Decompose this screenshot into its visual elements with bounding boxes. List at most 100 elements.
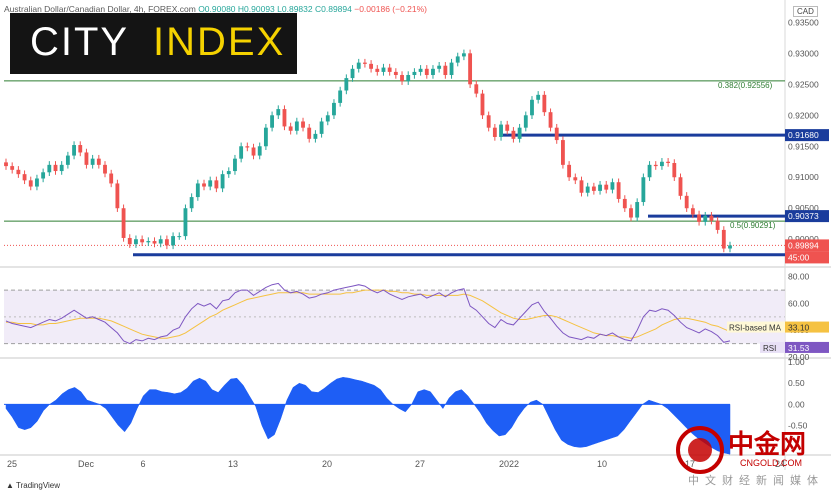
candle-body [530, 99, 534, 116]
candle-body [152, 241, 157, 244]
time-tick-label: 13 [228, 459, 238, 469]
candle-body [629, 208, 633, 218]
candle-body [220, 174, 225, 189]
candle-body [276, 109, 281, 116]
rsi-ma-tag: 33.10 [788, 323, 810, 333]
candle-body [468, 53, 473, 85]
rsi-panel: RSI-based MA RSI [4, 282, 785, 353]
candle-body [461, 53, 466, 57]
candle-body [375, 68, 380, 72]
candle-body [369, 63, 374, 69]
rsi-tick-label: 20.00 [788, 352, 810, 362]
candle-body [666, 161, 671, 163]
candle-body [65, 155, 70, 165]
watermark-title: 中金网 [728, 430, 807, 460]
rsi-tag-bg [785, 341, 829, 353]
rsi-ma-label-bg [727, 321, 785, 333]
candle-body [678, 177, 683, 196]
candle-body [164, 239, 169, 246]
candle-body [257, 146, 262, 156]
candle-body [480, 93, 485, 116]
candle-body [536, 94, 541, 100]
candle-body [233, 158, 237, 172]
candle-body [499, 124, 503, 137]
candle-body [573, 177, 578, 181]
candle-body [610, 182, 615, 190]
candle-body [542, 94, 547, 113]
candle-body [721, 229, 726, 249]
candle-body [561, 140, 565, 165]
candle-body [208, 180, 213, 187]
candle-body [443, 65, 448, 76]
symbol-header: Australian Dollar/Canadian Dollar, 4h, F… [4, 4, 427, 14]
candle-body [338, 90, 343, 103]
candle-body [288, 126, 293, 131]
candle-body [690, 208, 695, 215]
watermark-tagline: 中文财经新闻媒体 [688, 474, 824, 487]
last-price-tag: 0.89894 [788, 240, 819, 250]
candle-body [127, 237, 132, 245]
candle-body [604, 184, 609, 190]
tradingview-icon: ▲ [6, 481, 14, 490]
candle-body [4, 162, 8, 167]
rsi-ma-label: RSI-based MA [729, 324, 782, 333]
oscillator-panel [4, 377, 731, 455]
rsi-line [5, 282, 731, 345]
candle-body [728, 245, 732, 249]
last-price-tag-bg [785, 239, 829, 252]
candle-body [96, 158, 101, 165]
rsi-tag: 31.53 [788, 343, 810, 353]
currency-badge[interactable]: CAD [793, 6, 818, 17]
candle-body [697, 214, 701, 222]
candle-body [10, 166, 15, 170]
candle-body [622, 198, 627, 209]
open-value: O0.90080 [198, 4, 236, 14]
candle-body [103, 164, 107, 174]
rsi-label-bg [760, 341, 785, 353]
support-tag-090373-bg [785, 210, 829, 223]
candle-body [90, 158, 95, 165]
candle-body [28, 180, 33, 187]
candle-body [195, 183, 200, 198]
candle-body [53, 164, 58, 172]
cngold-globe-icon [676, 426, 724, 474]
candle-body [431, 68, 435, 76]
tradingview-label: TradingView [16, 481, 61, 490]
candle-body [591, 186, 596, 191]
candle-body [307, 127, 312, 139]
candle-body [653, 164, 658, 167]
candle-body [579, 180, 584, 193]
price-tick-label: 0.93000 [788, 48, 819, 58]
fib-label-05: 0.5(0.90291) [730, 221, 776, 230]
price-tick-label: 0.90500 [788, 203, 819, 213]
price-tick-label: 0.92500 [788, 79, 819, 89]
candle-body [709, 215, 714, 221]
candle-body [344, 78, 349, 91]
price-tick-label: 0.90000 [788, 234, 819, 244]
rsi-ma-tag-bg [785, 321, 829, 333]
time-tick-label: 20 [322, 459, 332, 469]
grid [0, 0, 831, 470]
candle-body [183, 208, 188, 237]
tradingview-logo[interactable]: ▲ TradingView [6, 481, 60, 490]
high-value: H0.90093 [237, 4, 275, 14]
candle-body [616, 182, 621, 199]
candle-body [585, 186, 590, 193]
candle-body [171, 236, 175, 246]
candle-body [270, 115, 275, 128]
candle-body [84, 152, 89, 165]
rsi-tick-label: 60.00 [788, 298, 810, 308]
candle-body [660, 161, 664, 167]
symbol-title: Australian Dollar/Canadian Dollar, 4h, F… [4, 4, 196, 14]
candle-body [115, 183, 120, 209]
candle-body [381, 67, 386, 72]
candle-body [177, 236, 182, 238]
rsi-ma-line [6, 289, 731, 339]
candle-body [647, 164, 652, 178]
candle-body [523, 115, 528, 128]
candle-body [684, 195, 689, 209]
candle-body [492, 127, 497, 137]
candle-body [301, 121, 305, 128]
candle-body [474, 84, 479, 94]
